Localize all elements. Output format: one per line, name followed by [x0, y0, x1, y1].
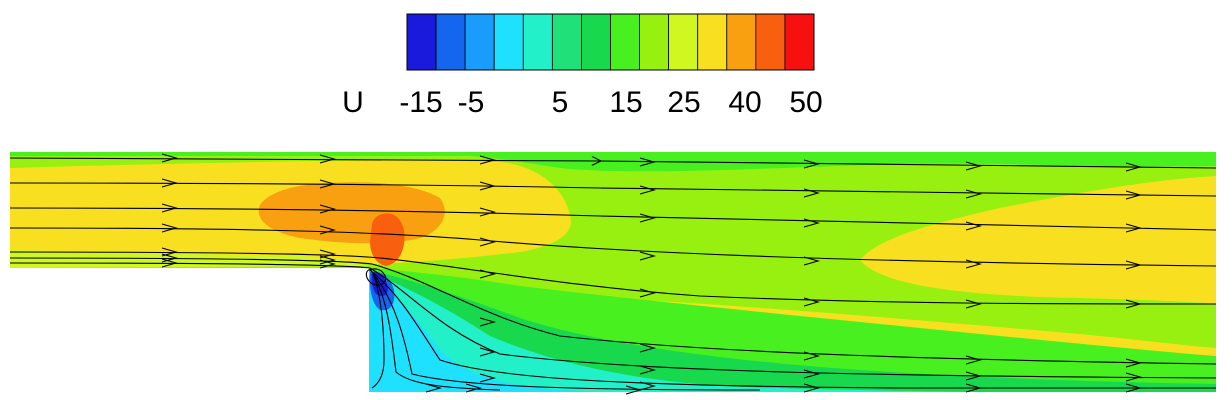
colorbar-swatch: [668, 13, 699, 71]
streamline-arrowhead: [479, 347, 497, 357]
streamline-arrowhead: [965, 383, 983, 393]
streamline: [365, 268, 387, 286]
streamline-arrowhead: [161, 223, 179, 233]
streamline-arrowhead: [639, 288, 657, 298]
colorbar-swatch: [639, 13, 670, 71]
colorbar-tick-label: 25: [667, 86, 700, 119]
colorbar-tick-label: 15: [609, 86, 642, 119]
streamline-arrowhead: [161, 258, 179, 268]
streamline-arrowhead: [479, 373, 497, 383]
streamline-arrowhead: [319, 225, 337, 235]
streamline: [9, 257, 1217, 365]
contour-region-top-wall-layer: [10, 152, 1216, 172]
contour-region-corner-jet: [370, 213, 405, 266]
streamline-arrowhead: [803, 188, 821, 198]
colorbar-swatch: [493, 13, 524, 71]
streamline-arrowhead: [465, 383, 483, 393]
colorbar-tick-label: 5: [552, 86, 569, 119]
colorbar-swatch: [551, 13, 582, 71]
colorbar-tick-label: -15: [399, 86, 442, 119]
streamline-arrowhead: [1125, 358, 1143, 368]
colorbar-swatch: [406, 13, 437, 71]
colorbar-swatch: [610, 13, 640, 71]
colorbar-swatch: [726, 13, 757, 71]
streamline-arrowhead: [319, 154, 337, 164]
streamline-arrowhead: [803, 369, 821, 379]
streamline-arrowhead: [639, 213, 657, 223]
streamline-arrowhead: [479, 317, 497, 327]
streamline-arrowhead: [803, 383, 821, 393]
streamline-arrowhead: [803, 256, 821, 266]
streamline: [371, 271, 761, 391]
streamline-arrowhead: [803, 297, 821, 307]
streamline-arrowhead: [161, 178, 179, 188]
colorbar-tick-label: 40: [728, 86, 761, 119]
streamline-arrowhead: [319, 255, 337, 265]
streamline-arrowhead: [803, 159, 821, 169]
streamline-arrowhead: [625, 385, 643, 395]
colorbar-swatch: [464, 13, 495, 71]
streamline-arrowhead: [965, 299, 983, 309]
colorbar-swatch: [697, 13, 728, 71]
streamline-arrowhead: [639, 185, 657, 195]
colorbar: [406, 13, 815, 71]
contour-region-downstream-core: [860, 176, 1216, 304]
streamline-arrowhead: [965, 161, 983, 171]
streamline-arrowhead: [1125, 383, 1143, 393]
streamline-arrowhead: [479, 207, 497, 217]
streamline-arrowhead: [479, 269, 497, 279]
streamline-arrowhead: [319, 249, 337, 259]
streamline: [372, 273, 501, 391]
streamline-arrowhead: [425, 383, 443, 393]
colorbar-swatch: [581, 13, 611, 71]
streamline-arrowhead: [965, 189, 983, 199]
colorbar-swatch: [755, 13, 786, 71]
streamline-arrowhead: [479, 237, 497, 247]
streamline-arrowhead: [161, 203, 179, 213]
streamline-arrowhead: [965, 259, 983, 269]
streamline-arrowhead: [319, 204, 337, 214]
streamline-arrowhead: [965, 355, 983, 365]
streamline-arrowhead: [479, 155, 497, 165]
colorbar-tick-label: 50: [789, 86, 822, 119]
streamline: [9, 227, 1217, 267]
streamline-arrowhead: [1125, 223, 1143, 233]
streamline-arrowhead: [803, 351, 821, 361]
colorbar-swatch: [435, 13, 466, 71]
colorbar-swatch: [522, 13, 553, 71]
streamline-arrowhead: [803, 218, 821, 228]
colorbar-swatch: [784, 13, 815, 71]
streamline-arrowhead: [639, 343, 657, 353]
streamline: [9, 251, 1217, 305]
streamline-arrowhead: [1125, 372, 1143, 382]
streamline-arrowhead: [965, 221, 983, 231]
contour-region-recirculation-mid: [369, 272, 980, 392]
streamline-arrowhead: [1125, 190, 1143, 200]
streamline-arrowhead: [161, 247, 179, 257]
streamline-arrowhead: [965, 371, 983, 381]
contour-region-step-hot-zone: [258, 182, 445, 244]
streamline: [9, 262, 1217, 379]
streamline-arrowhead: [1125, 260, 1143, 270]
streamline-arrowhead: [639, 381, 657, 391]
streamline-arrowhead: [319, 259, 337, 269]
streamline-arrowhead: [319, 179, 337, 189]
streamline-arrowhead: [639, 251, 657, 261]
streamline-arrowhead: [639, 157, 657, 167]
streamline: [371, 275, 385, 389]
contour-region-recirculation-zone: [369, 272, 620, 392]
colorbar-tick-label: -5: [458, 86, 485, 119]
streamline-arrowhead: [161, 153, 179, 163]
streamline-arrowhead: [1125, 299, 1143, 309]
streamline-arrowhead: [639, 365, 657, 375]
streamline-arrows: [161, 153, 1143, 395]
streamline-arrowhead: [479, 181, 497, 191]
streamline-arrowhead: [1125, 162, 1143, 172]
colorbar-label: U: [342, 86, 364, 119]
streamline: [369, 269, 1216, 389]
colorbar-frame: [406, 13, 815, 71]
colorbar-tick-labels: -15 -5 5 15 25 40 50: [399, 86, 822, 119]
